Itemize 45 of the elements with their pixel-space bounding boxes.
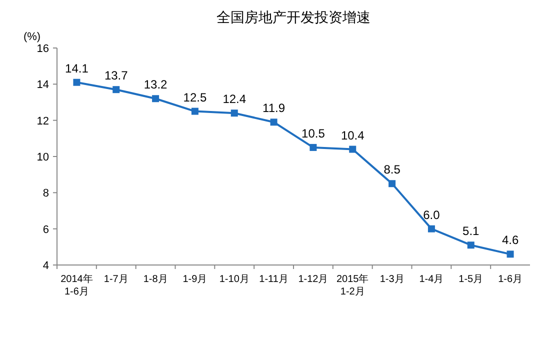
data-label: 14.1 [65,61,89,76]
y-tick-label: 16 [36,43,49,55]
point [467,242,474,249]
x-tick-label: 1-5月 [458,274,484,285]
point [112,86,120,94]
point [73,78,80,86]
x-tick-label: 2015年 1-2月 [336,273,369,298]
chart-title: 全国房地产开发投资增速 [216,9,370,25]
point [349,146,356,153]
x-tick-label: 1-12月 [298,274,328,285]
point [152,95,160,102]
data-label: 8.5 [384,162,401,177]
data-label: 13.2 [144,78,168,92]
data-label: 10.5 [302,126,326,140]
x-tick-label: 2014年 1-6月 [60,273,93,298]
x-tick-label: 1-11月 [259,274,288,285]
data-label: 6.0 [423,208,440,222]
data-label: 13.7 [104,68,128,83]
data-label: 5.1 [462,224,480,238]
point [506,250,514,258]
y-tick-label: 12 [36,115,49,128]
data-label: 12.5 [183,90,207,104]
point [191,108,198,115]
data-label: 11.9 [262,101,286,116]
x-tick-label: 1-3月 [380,274,404,285]
point [270,118,278,126]
x-tick-label: 1-6月 [498,274,523,285]
data-label: 4.6 [502,233,519,248]
x-tick-label: 1-10月 [219,274,250,285]
x-tick-label: 1-9月 [182,274,208,285]
y-tick-label: 10 [36,152,49,164]
data-label: 12.4 [222,92,246,106]
y-tick-label: 8 [42,188,49,200]
y-tick-label: 6 [42,224,49,236]
point [230,110,238,117]
point [428,225,435,232]
point [388,180,396,188]
y-tick-label: 14 [36,79,49,92]
y-axis-title: (%) [23,31,41,43]
data-label: 10.4 [340,128,365,142]
point [310,144,317,151]
x-tick-label: 1-8月 [143,274,168,285]
x-tick-label: 1-7月 [104,274,128,285]
y-tick-label: 4 [42,260,49,272]
x-tick-label: 1-4月 [419,274,444,285]
